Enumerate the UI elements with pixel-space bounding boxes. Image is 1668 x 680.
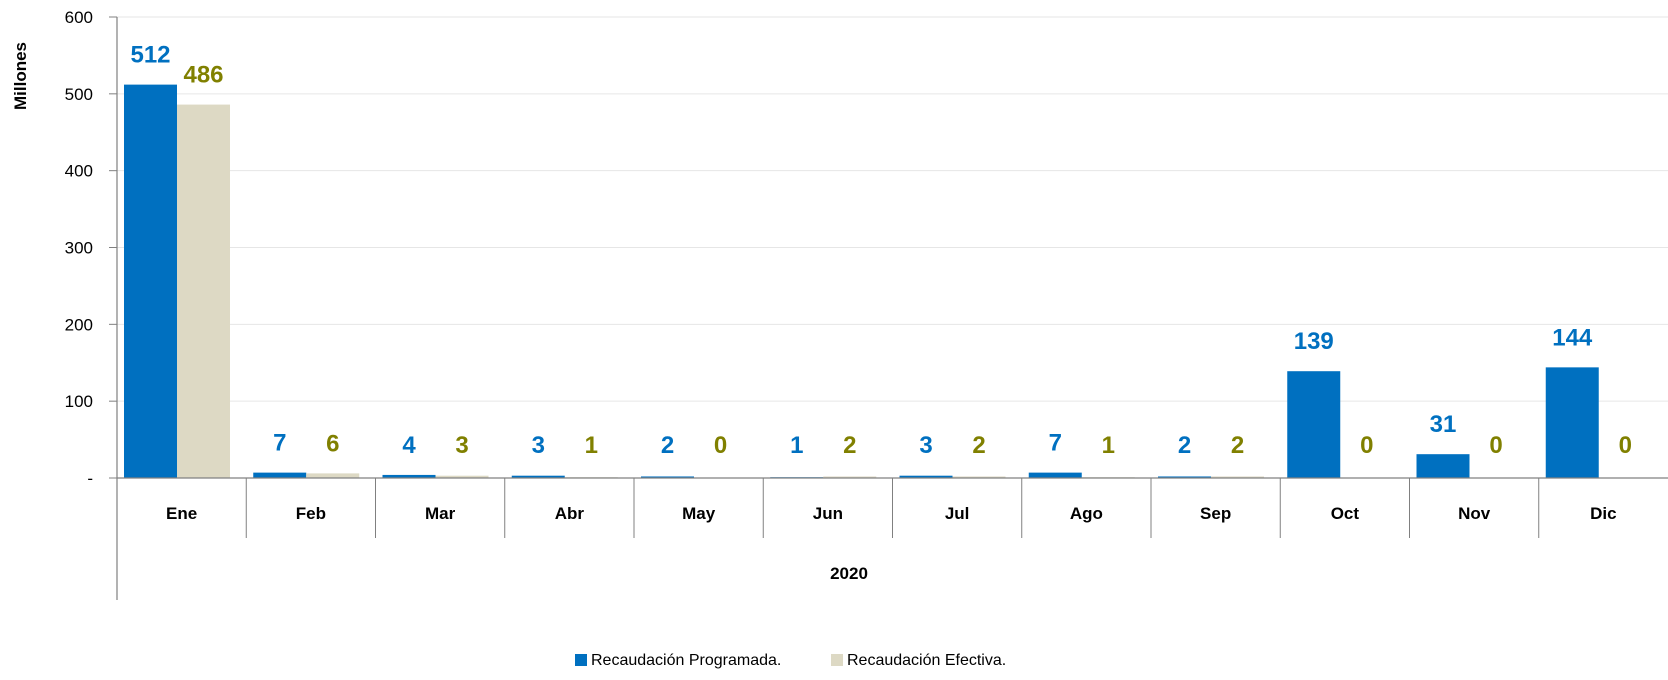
y-tick-labels: - 100 200 300 400 500 600: [65, 8, 93, 488]
data-label: 139: [1294, 328, 1334, 355]
bar-programada: [1158, 476, 1211, 478]
x-category-label: Sep: [1200, 504, 1231, 523]
data-label: 144: [1552, 324, 1593, 351]
bar-efectiva: [306, 473, 360, 478]
data-label: 3: [919, 432, 932, 459]
y-tick-label: -: [87, 469, 93, 488]
bar-programada: [1545, 367, 1599, 478]
y-tick-label: 600: [65, 8, 93, 27]
data-label: 0: [1360, 432, 1373, 459]
data-label: 4: [402, 432, 416, 459]
bar-programada: [899, 475, 953, 478]
legend-label: Recaudación Programada.: [591, 652, 781, 669]
y-tick-label: 300: [65, 239, 93, 258]
bar-programada: [1287, 371, 1341, 478]
y-tick-label: 200: [65, 315, 93, 334]
data-label: 2: [661, 432, 674, 459]
legend: Recaudación Programada. Recaudación Efect…: [575, 652, 1006, 669]
data-label: 1: [585, 432, 598, 459]
x-category-label: Jul: [945, 504, 970, 523]
data-label: 2: [972, 432, 985, 459]
data-label: 1: [790, 432, 803, 459]
data-label: 2: [1231, 432, 1244, 459]
x-category-label: Feb: [296, 504, 326, 523]
x-category-label: Ago: [1070, 504, 1103, 523]
bar-programada: [511, 475, 565, 478]
data-label: 6: [326, 430, 339, 457]
x-category-label: Ene: [166, 504, 197, 523]
data-label: 3: [532, 432, 545, 459]
bar-efectiva: [823, 476, 877, 478]
bars: [124, 84, 1599, 478]
data-label: 0: [1619, 432, 1632, 459]
bar-efectiva: [435, 475, 489, 478]
x-category-label: Oct: [1331, 504, 1360, 523]
x-category-label: Nov: [1458, 504, 1491, 523]
data-label: 7: [1049, 430, 1062, 457]
gridlines: [117, 16, 1668, 402]
bar-efectiva: [1211, 476, 1264, 478]
bar-programada: [1028, 472, 1082, 478]
data-label: 0: [714, 432, 727, 459]
data-label: 2: [843, 432, 856, 459]
y-tick-label: 400: [65, 162, 93, 181]
x-category-label: Dic: [1590, 504, 1616, 523]
data-label: 486: [183, 62, 223, 89]
legend-label: Recaudación Efectiva.: [847, 652, 1006, 669]
bar-programada: [641, 476, 694, 478]
x-category-label: May: [682, 504, 716, 523]
bar-programada: [124, 84, 177, 478]
x-axis-title: 2020: [830, 564, 868, 583]
axes: [109, 16, 1668, 600]
data-label: 7: [273, 430, 286, 457]
bar-efectiva: [177, 104, 230, 478]
bar-efectiva: [952, 476, 1006, 478]
bar-programada: [1416, 454, 1470, 478]
data-label: 1: [1102, 432, 1115, 459]
data-label: 3: [455, 432, 468, 459]
x-category-labels: Ene Feb Mar Abr May Jun Jul Ago Sep Oct Nov Dic: [166, 504, 1617, 523]
x-category-label: Abr: [555, 504, 585, 523]
y-axis-title: Millones: [11, 42, 30, 110]
bar-programada: [253, 472, 307, 478]
data-label: 0: [1489, 432, 1502, 459]
data-label: 31: [1430, 411, 1457, 438]
data-label: 2: [1178, 432, 1191, 459]
y-tick-label: 100: [65, 392, 93, 411]
data-label: 512: [130, 42, 170, 69]
x-category-label: Jun: [813, 504, 843, 523]
legend-swatch: [575, 654, 587, 666]
legend-swatch: [831, 654, 843, 666]
bar-programada: [382, 474, 436, 478]
x-category-label: Mar: [425, 504, 456, 523]
y-tick-label: 500: [65, 85, 93, 104]
